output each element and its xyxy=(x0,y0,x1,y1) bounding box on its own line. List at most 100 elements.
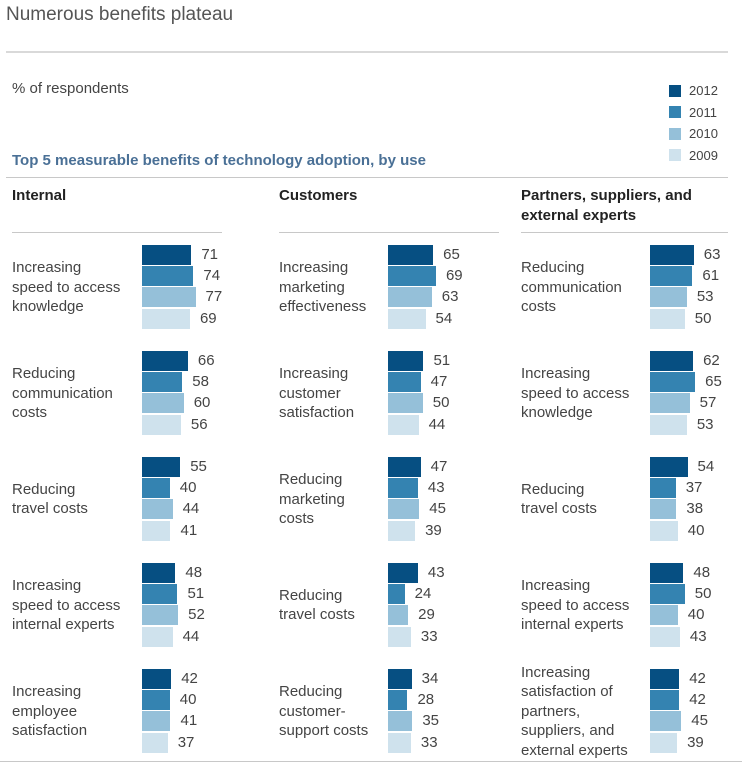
category-label-line: Increasing xyxy=(12,577,82,595)
bar-2009 xyxy=(142,626,173,647)
bar-value-label: 40 xyxy=(687,606,705,624)
bar-value-label: 29 xyxy=(418,606,435,624)
bar-2009 xyxy=(388,308,426,329)
legend-item-2012: 2012 xyxy=(669,80,718,102)
bar-value-label: 60 xyxy=(193,394,211,412)
bar-2012 xyxy=(142,351,188,371)
bar-2011 xyxy=(650,690,680,711)
bar-2010 xyxy=(142,499,173,520)
bottom-divider xyxy=(0,761,742,762)
category-label-line: external experts xyxy=(521,741,628,759)
bar-2011 xyxy=(388,372,421,393)
category-label: Increasing employee satisfaction xyxy=(12,669,87,754)
category-label-line: communication xyxy=(12,384,113,402)
bar-value-label: 62 xyxy=(703,352,720,369)
category-label-line: marketing xyxy=(279,490,345,508)
category-label-line: travel costs xyxy=(12,500,88,518)
bar-2011 xyxy=(650,266,693,287)
bar-value-label: 33 xyxy=(420,733,438,751)
category-label-line: satisfaction xyxy=(279,404,355,422)
bar-value-label: 44 xyxy=(182,500,200,518)
legend-label: 2010 xyxy=(689,126,718,142)
category-label-line: suppliers, and xyxy=(521,722,615,740)
category-label-line: customer- xyxy=(279,702,346,720)
category-label: Reducing communication costs xyxy=(12,351,113,436)
legend-label: 2011 xyxy=(689,104,717,120)
bar-2012 xyxy=(142,563,176,583)
bar-2009 xyxy=(388,732,411,753)
bar-value-label: 53 xyxy=(696,415,714,433)
bar-2010 xyxy=(650,393,690,414)
bar-2009 xyxy=(650,520,678,541)
category-label-line: employee xyxy=(12,702,78,720)
category-label-line: knowledge xyxy=(521,404,593,422)
legend-label: 2009 xyxy=(689,147,718,163)
bar-value-label: 48 xyxy=(693,564,711,581)
legend-item-2010: 2010 xyxy=(669,123,718,145)
bar-2009 xyxy=(650,732,678,753)
category-label-line: effectiveness xyxy=(279,298,367,316)
bar-2009 xyxy=(388,414,419,435)
bar-2010 xyxy=(650,499,677,520)
bar-value-label: 37 xyxy=(685,479,703,497)
bar-2011 xyxy=(142,584,178,605)
bar-2012 xyxy=(650,457,688,477)
category-label-line: satisfaction of xyxy=(521,683,613,701)
bar-value-label: 50 xyxy=(694,309,712,327)
bar-2009 xyxy=(142,308,190,329)
category-label: Reducing customer-support costs xyxy=(279,669,368,754)
category-label-line: speed to access xyxy=(12,278,121,296)
bar-value-label: 42 xyxy=(689,670,706,687)
unit-label: % of respondents xyxy=(12,80,129,97)
bar-value-label: 74 xyxy=(203,267,221,285)
bar-value-label: 66 xyxy=(197,352,215,369)
bar-2010 xyxy=(388,499,420,520)
chart-legend: 2012 2011 2010 2009 xyxy=(669,80,718,166)
bar-value-label: 33 xyxy=(420,627,438,645)
bar-value-label: 43 xyxy=(427,564,445,581)
bar-value-label: 37 xyxy=(177,733,195,751)
legend-swatch xyxy=(669,106,681,119)
bar-2010 xyxy=(650,711,682,732)
bar-value-label: 50 xyxy=(694,585,712,603)
bar-2009 xyxy=(142,732,168,753)
bar-2010 xyxy=(650,605,678,626)
category-label-line: speed to access xyxy=(521,596,630,614)
chart-subtitle: Top 5 measurable benefits of technology … xyxy=(12,152,426,169)
bar-2012 xyxy=(650,351,694,371)
bar-2011 xyxy=(650,372,696,393)
bar-value-label: 34 xyxy=(421,670,439,687)
category-label-line: internal experts xyxy=(521,616,624,634)
bar-2012 xyxy=(142,669,172,689)
bar-value-label: 24 xyxy=(414,585,432,603)
bar-2012 xyxy=(388,351,424,371)
category-label-line: Reducing xyxy=(279,683,343,701)
bar-2012 xyxy=(650,245,694,265)
bar-value-label: 58 xyxy=(192,373,209,391)
bar-value-label: 40 xyxy=(179,479,197,497)
category-label-line: Increasing xyxy=(521,663,591,681)
category-label: Increasing speed to access internal expert… xyxy=(12,563,120,648)
bar-2010 xyxy=(142,711,171,732)
bar-value-label: 61 xyxy=(702,267,720,285)
bar-value-label: 44 xyxy=(182,627,200,645)
bar-value-label: 50 xyxy=(432,394,450,412)
category-label-line: marketing xyxy=(279,278,345,296)
bar-2009 xyxy=(388,520,416,541)
category-label-line: Reducing xyxy=(279,471,343,489)
bar-2010 xyxy=(142,393,184,414)
category-label-line: Increasing xyxy=(12,259,82,277)
category-label: Increasing speed to access knowledge xyxy=(12,245,120,330)
category-label: Increasing customer satisfaction xyxy=(279,351,354,436)
bar-value-label: 40 xyxy=(179,691,197,709)
bar-2011 xyxy=(650,584,685,605)
bar-value-label: 43 xyxy=(427,479,445,497)
bar-2010 xyxy=(388,393,423,414)
bar-value-label: 41 xyxy=(180,521,198,539)
bar-2010 xyxy=(142,287,196,308)
category-label-line: internal experts xyxy=(12,616,115,634)
bar-2009 xyxy=(142,414,181,435)
bar-value-label: 65 xyxy=(705,373,722,391)
bar-2009 xyxy=(650,308,685,329)
category-label: Increasing satisfaction of partners, suppli… xyxy=(521,664,628,759)
